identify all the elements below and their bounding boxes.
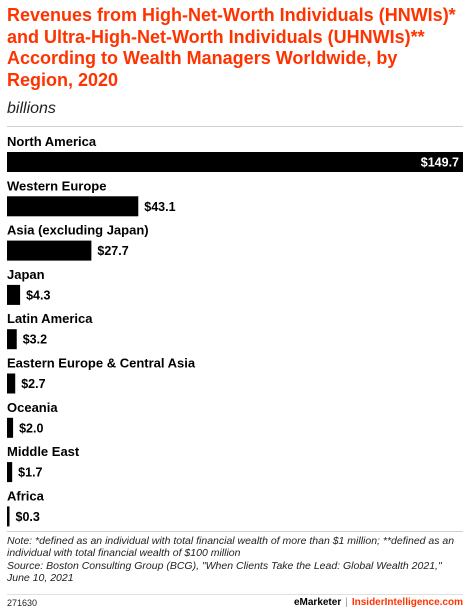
category-label-asia-excluding-japan: Asia (excluding Japan) bbox=[7, 223, 149, 238]
value-label-western-europe: $43.1 bbox=[144, 200, 175, 214]
bar-north-america bbox=[7, 152, 463, 172]
value-label-asia-excluding-japan: $27.7 bbox=[97, 244, 128, 258]
footer-brand: eMarketer | InsiderIntelligence.com bbox=[294, 597, 463, 608]
category-label-japan: Japan bbox=[7, 267, 45, 282]
chart-title: Revenues from High-Net-Worth Individuals… bbox=[7, 5, 456, 90]
category-label-oceania: Oceania bbox=[7, 400, 58, 415]
value-label-eastern-europe-central-asia: $2.7 bbox=[21, 377, 45, 391]
category-label-western-europe: Western Europe bbox=[7, 178, 106, 193]
category-label-africa: Africa bbox=[7, 488, 45, 503]
category-label-eastern-europe-central-asia: Eastern Europe & Central Asia bbox=[7, 356, 196, 371]
chart-subtitle: billions bbox=[7, 100, 56, 117]
value-label-oceania: $2.0 bbox=[19, 421, 43, 435]
chart-id: 271630 bbox=[7, 598, 38, 608]
value-label-japan: $4.3 bbox=[26, 288, 50, 302]
note-text: Note: *defined as an individual with tot… bbox=[7, 535, 455, 560]
bar-middle-east bbox=[7, 462, 13, 483]
chart-notes: Note: *defined as an individual with tot… bbox=[7, 535, 463, 584]
category-label-middle-east: Middle East bbox=[7, 444, 80, 459]
source-text: Source: Boston Consulting Group (BCG), "… bbox=[7, 559, 442, 584]
footer-divider bbox=[7, 594, 463, 595]
bar-western-europe bbox=[7, 196, 139, 217]
brand-insider-intelligence: InsiderIntelligence.com bbox=[351, 597, 463, 608]
category-label-latin-america: Latin America bbox=[7, 311, 93, 326]
value-label-latin-america: $3.2 bbox=[23, 333, 47, 347]
bar-chart: North America $149.7 Western Europe $43.1 As… bbox=[7, 134, 463, 527]
bottom-divider bbox=[7, 531, 463, 532]
bar-africa bbox=[7, 506, 10, 527]
bar-asia-excluding-japan bbox=[7, 240, 92, 261]
bar-japan bbox=[7, 284, 21, 305]
top-divider bbox=[7, 126, 463, 127]
value-label-north-america: $149.7 bbox=[421, 156, 459, 170]
brand-emarketer: eMarketer bbox=[293, 597, 342, 608]
bar-eastern-europe-central-asia bbox=[7, 373, 16, 394]
bar-oceania bbox=[7, 417, 14, 438]
category-label-north-america: North America bbox=[7, 134, 97, 149]
value-label-africa: $0.3 bbox=[16, 510, 40, 524]
value-label-middle-east: $1.7 bbox=[18, 466, 42, 480]
brand-separator: | bbox=[345, 597, 348, 608]
bar-latin-america bbox=[7, 329, 17, 350]
